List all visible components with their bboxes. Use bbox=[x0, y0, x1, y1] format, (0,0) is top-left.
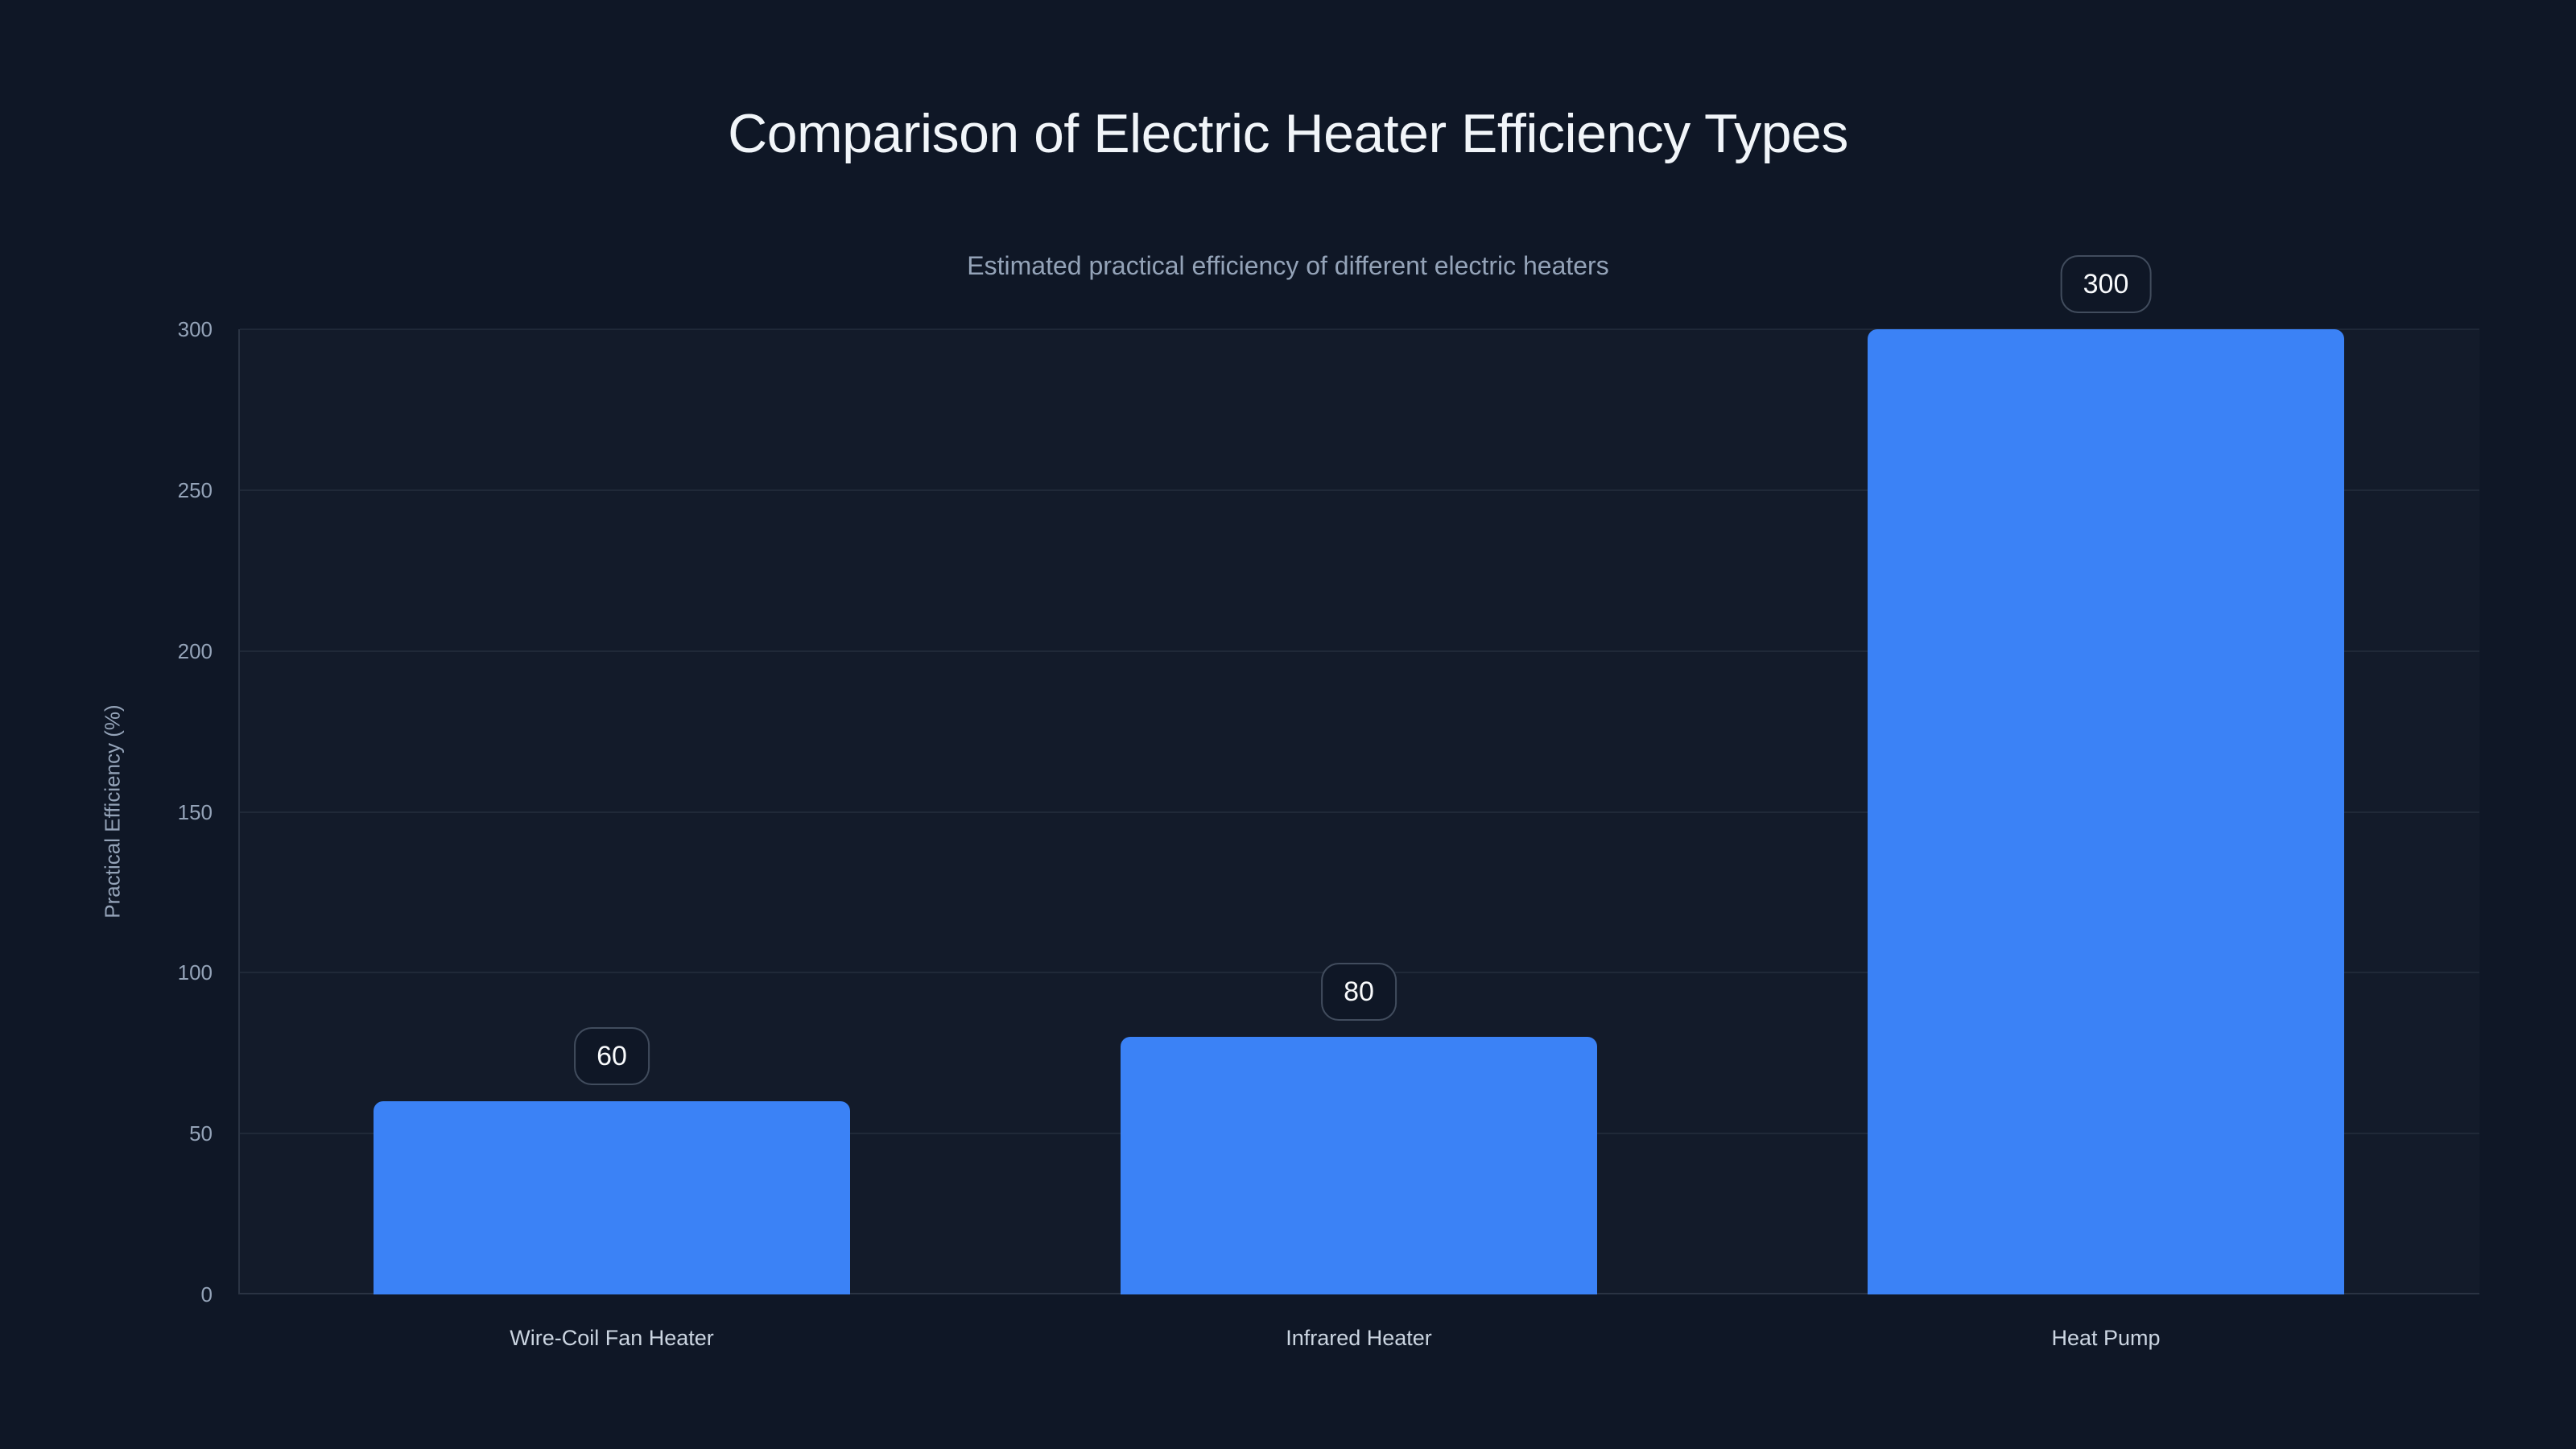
y-tick-label-300: 300 bbox=[177, 317, 213, 341]
y-tick-label-100: 100 bbox=[177, 960, 213, 985]
y-tick-label-200: 200 bbox=[177, 638, 213, 663]
y-tick-label-0: 0 bbox=[200, 1282, 213, 1307]
x-tick-label-wire-coil-fan-heater: Wire-Coil Fan Heater bbox=[510, 1326, 714, 1350]
value-badge-infrared-heater: 80 bbox=[1321, 963, 1397, 1021]
chart-title: Comparison of Electric Heater Efficiency… bbox=[728, 103, 1848, 164]
x-tick-label-heat-pump: Heat Pump bbox=[2051, 1326, 2161, 1350]
y-tick-label-150: 150 bbox=[177, 799, 213, 824]
chart-subtitle: Estimated practical efficiency of differ… bbox=[967, 251, 1609, 280]
x-tick-label-infrared-heater: Infrared Heater bbox=[1286, 1326, 1432, 1350]
bar-heat-pump bbox=[1868, 329, 2344, 1294]
value-badge-heat-pump: 300 bbox=[2060, 255, 2152, 313]
bar-wire-coil-fan-heater bbox=[374, 1101, 850, 1294]
y-tick-label-50: 50 bbox=[189, 1121, 213, 1146]
y-tick-label-250: 250 bbox=[177, 477, 213, 502]
bar-infrared-heater bbox=[1121, 1037, 1597, 1294]
gridline-300 bbox=[240, 328, 2479, 330]
value-badge-wire-coil-fan-heater: 60 bbox=[574, 1027, 650, 1085]
gridline-250 bbox=[240, 489, 2479, 491]
gridline-200 bbox=[240, 650, 2479, 652]
gridline-150 bbox=[240, 811, 2479, 813]
